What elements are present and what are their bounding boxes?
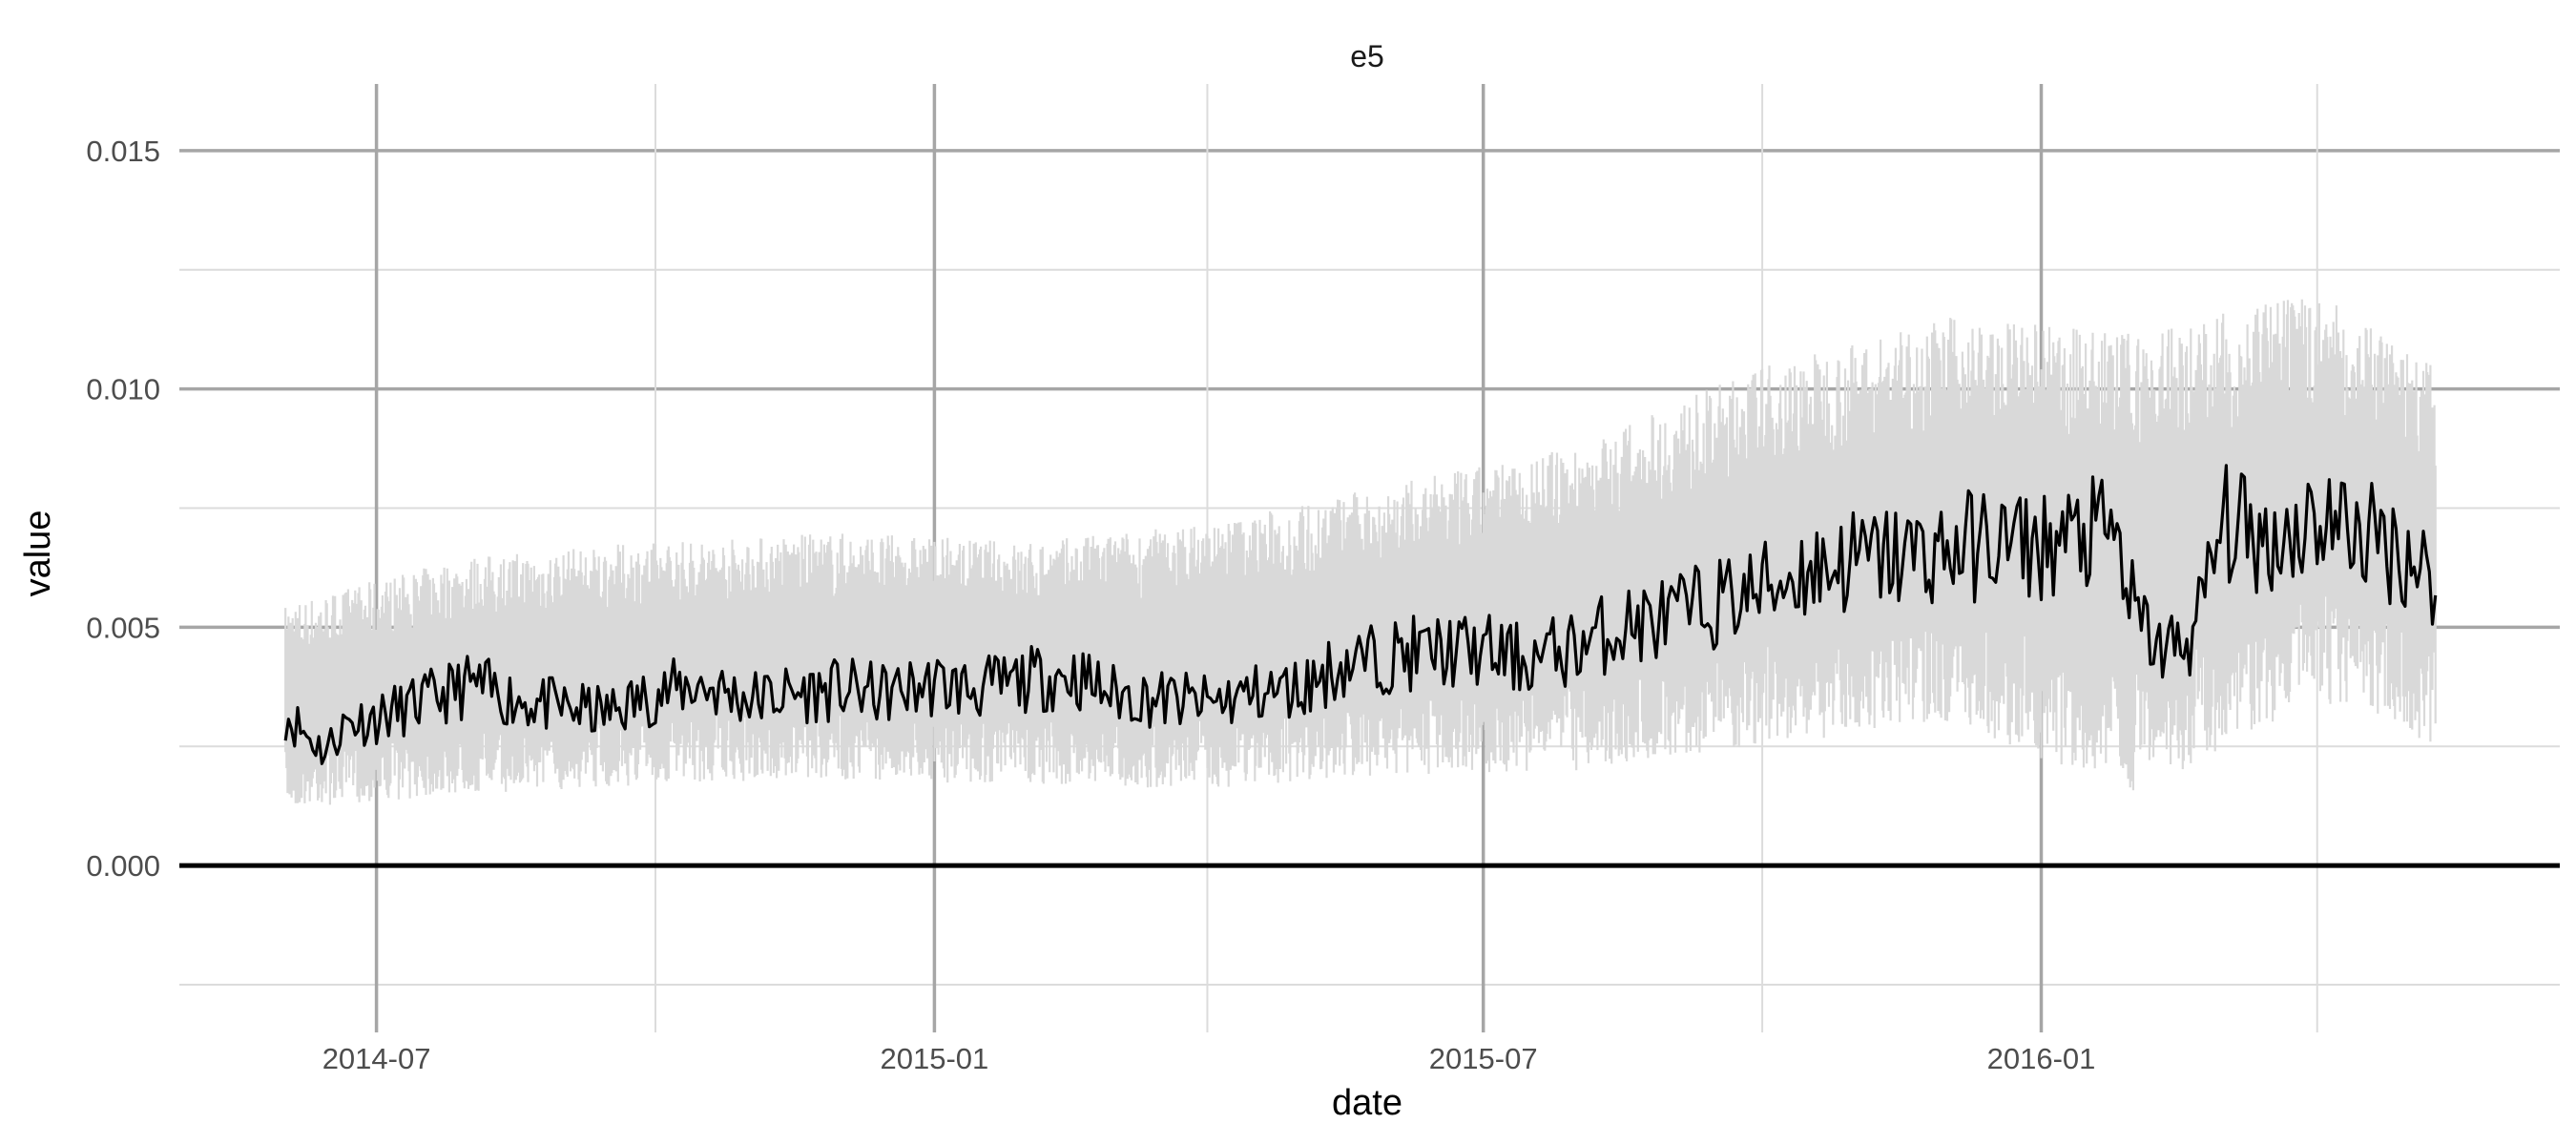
smoothed-value-series — [283, 464, 2438, 765]
y-tick-label: 0.015 — [86, 135, 160, 168]
x-axis-title: date — [1332, 1083, 1402, 1123]
x-axis-tick-labels: 2014-07 2015-01 2015-07 2016-01 — [322, 1042, 2096, 1075]
x-tick-label: 2015-01 — [881, 1042, 989, 1075]
y-axis-tick-labels: 0.000 0.005 0.010 0.015 — [86, 135, 160, 883]
y-tick-label: 0.010 — [86, 373, 160, 406]
y-tick-label: 0.005 — [86, 611, 160, 644]
y-tick-label: 0.000 — [86, 849, 160, 883]
x-tick-label: 2015-07 — [1429, 1042, 1538, 1075]
x-tick-label: 2014-07 — [322, 1042, 431, 1075]
y-axis-title: value — [18, 510, 58, 597]
smoothed-value-line — [283, 464, 2438, 765]
daily-band-series — [284, 299, 2437, 805]
x-tick-label: 2016-01 — [1987, 1042, 2096, 1075]
daily-band-strokes — [284, 299, 2437, 805]
chart-title: e5 — [1350, 39, 1384, 73]
